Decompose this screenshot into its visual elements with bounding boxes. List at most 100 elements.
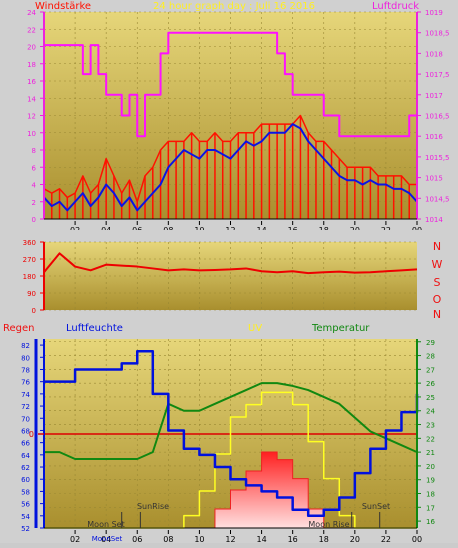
sunset-annotation: SunSet [362, 502, 390, 511]
y-left-tick-label: 18 [27, 61, 36, 69]
temperature-label: Temperatur [311, 323, 370, 334]
temperature-tick-label: 22 [426, 435, 435, 443]
compass-label-o: O [433, 293, 442, 306]
temperature-tick-label: 24 [426, 408, 435, 416]
direction-tick-label: 180 [23, 273, 36, 281]
x-tick-label: 06 [132, 535, 142, 543]
direction-tick-label: 270 [23, 256, 36, 264]
x-tick-label: 22 [381, 535, 391, 543]
temperature-tick-label: 21 [426, 449, 435, 457]
wind-speed-label: Windstärke [35, 1, 91, 12]
moonrise-annotation: Moon Rise [308, 520, 349, 529]
y-left-tick-label: 6 [32, 164, 37, 172]
temperature-line [44, 382, 418, 461]
temperature-tick-label: 25 [426, 394, 435, 402]
humidity-tick-label: 58 [21, 488, 30, 496]
temperature-tick-label: 28 [426, 353, 435, 361]
compass-label-w: W [432, 258, 443, 271]
humidity-tick-label: 78 [21, 366, 30, 374]
humidity-tick-label: 52 [21, 525, 30, 533]
rain-label: Regen [3, 323, 35, 334]
y-right-tick-label: 1016 [425, 133, 443, 141]
x-tick-label: 00 [412, 535, 422, 543]
chart-title: 24 hour graph day : Juli 16 2016 [153, 1, 315, 12]
x-tick-label: 14 [256, 535, 266, 543]
wind-gust-line [43, 114, 417, 203]
y-right-tick-label: 1018,5 [425, 30, 450, 38]
humidity-tick-label: 70 [21, 415, 30, 423]
y-left-tick-label: 8 [32, 147, 36, 155]
humidity-tick-label: 68 [21, 427, 30, 435]
direction-tick-label: 90 [27, 290, 36, 298]
humidity-label: Luftfeuchte [66, 323, 123, 334]
humidity-tick-label: 54 [21, 513, 30, 521]
y-right-tick-label: 1018 [425, 50, 443, 58]
y-left-tick-label: 16 [27, 78, 36, 86]
humidity-tick-label: 64 [21, 452, 30, 460]
climate-axes: 52 54 56 58 60 62 64 66 68 70 72 74 76 78 80 82 16 17 18 19… [21, 339, 435, 544]
y-left-tick-label: 14 [27, 95, 36, 103]
moonset-annotation: Moon Set [87, 520, 124, 529]
temperature-tick-label: 20 [426, 463, 435, 471]
y-left-tick-label: 22 [27, 26, 36, 34]
sunrise-annotation: SunRise [137, 502, 169, 511]
compass-labels: N W S O N [432, 240, 443, 321]
y-right-tick-label: 1016,5 [425, 113, 450, 121]
wind-direction-series [43, 252, 418, 275]
pressure-line [44, 31, 418, 138]
y-right-tick-label: 1015,5 [425, 154, 450, 162]
humidity-tick-label: 80 [21, 354, 30, 362]
y-left-tick-label: 24 [27, 9, 36, 17]
wind-direction-line [43, 252, 418, 275]
humidity-tick-label: 82 [21, 342, 30, 350]
y-left-tick-label: 20 [27, 44, 36, 52]
y-left-tick-label: 10 [27, 130, 36, 138]
humidity-tick-label: 76 [21, 379, 30, 387]
humidity-tick-label: 62 [21, 464, 30, 472]
direction-tick-label: 360 [23, 239, 36, 247]
rain-zero-label: 0 [29, 430, 34, 439]
temperature-tick-label: 29 [426, 339, 435, 347]
x-tick-label: 16 [288, 535, 298, 543]
wind-direction-grid [44, 241, 417, 311]
wind-direction-axes: 0 90 180 270 360 [23, 239, 45, 315]
moonset-tick-label: MoonSet [92, 535, 123, 543]
temperature-tick-label: 23 [426, 422, 435, 430]
y-right-tick-label: 1017,5 [425, 71, 450, 79]
y-left-tick-label: 12 [27, 113, 36, 121]
humidity-tick-label: 74 [21, 391, 30, 399]
temperature-tick-label: 26 [426, 380, 435, 388]
x-tick-label: 10 [194, 535, 204, 543]
direction-tick-label: 0 [32, 307, 36, 315]
compass-label-s: S [434, 276, 441, 289]
wind-pressure-series [43, 31, 418, 219]
temperature-tick-label: 27 [426, 366, 435, 374]
x-tick-label: 20 [350, 535, 360, 543]
y-left-tick-label: 2 [32, 199, 36, 207]
humidity-tick-label: 60 [21, 476, 30, 484]
x-tick-label: 02 [70, 535, 80, 543]
temperature-tick-label: 19 [426, 477, 435, 485]
temperature-tick-label: 16 [426, 518, 435, 526]
humidity-line [44, 349, 419, 518]
humidity-tick-label: 72 [21, 403, 30, 411]
y-right-tick-label: 1014 [425, 216, 443, 224]
pressure-label: Luftdruck [372, 1, 419, 12]
y-right-tick-label: 1019 [425, 9, 443, 17]
y-left-tick-label: 0 [32, 216, 36, 224]
wind-average-line [43, 123, 418, 212]
x-tick-label: 08 [163, 535, 173, 543]
y-left-tick-label: 4 [32, 182, 37, 190]
y-right-tick-label: 1014,5 [425, 195, 450, 203]
humidity-tick-label: 66 [21, 440, 30, 448]
compass-label-n1: N [433, 240, 441, 253]
x-tick-label: 12 [225, 535, 235, 543]
y-right-tick-label: 1017 [425, 92, 443, 100]
temperature-tick-label: 17 [426, 504, 435, 512]
temperature-tick-label: 18 [426, 491, 435, 499]
y-right-tick-label: 1015 [425, 175, 443, 183]
compass-label-n2: N [433, 308, 441, 321]
uv-label: UV [248, 323, 262, 334]
